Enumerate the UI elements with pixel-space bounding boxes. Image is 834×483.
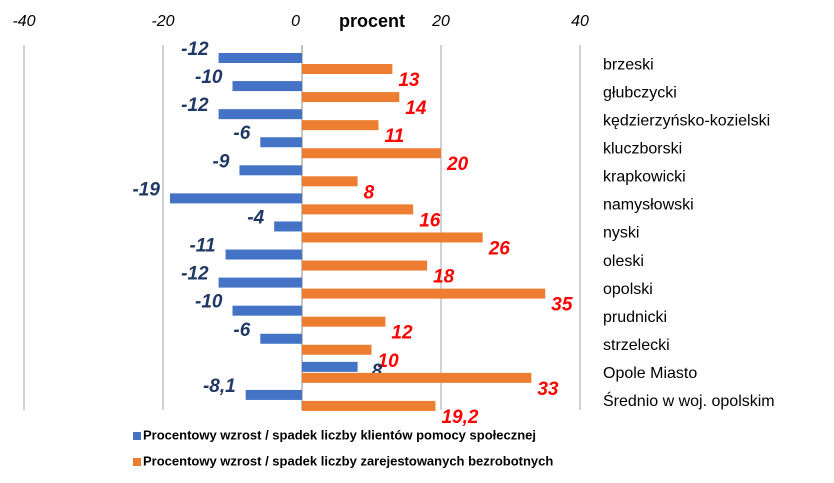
value-label: -10: [195, 67, 223, 88]
value-label: 11: [384, 126, 404, 147]
bar: [260, 333, 302, 344]
legend-label: Procentowy wzrost / spadek liczby zareje…: [143, 453, 553, 468]
value-label: 19,2: [441, 407, 478, 428]
bar: [169, 193, 302, 204]
value-label: 8: [364, 182, 375, 203]
bar: [245, 389, 302, 400]
value-label: 18: [433, 267, 455, 288]
value-label: -19: [132, 179, 160, 200]
value-label: 8: [372, 361, 383, 382]
bar: [218, 277, 302, 288]
bar: [274, 221, 302, 232]
bar: [302, 288, 546, 299]
value-label: 12: [391, 323, 413, 344]
category-label: strzelecki: [603, 337, 670, 354]
category-label: kluczborski: [603, 140, 682, 157]
bar: [239, 165, 302, 176]
value-label: -6: [233, 123, 250, 144]
bar: [302, 232, 483, 243]
x-tick-label: 20: [431, 13, 450, 30]
category-label: brzeski: [603, 56, 654, 73]
value-label: -12: [181, 39, 209, 60]
value-label: 13: [398, 70, 420, 91]
value-label: 14: [405, 98, 427, 119]
bar: [302, 92, 400, 103]
value-label: 26: [488, 238, 511, 259]
bar: [302, 148, 441, 159]
bar: [260, 137, 302, 148]
legend-label: Procentowy wzrost / spadek liczby klient…: [143, 427, 536, 442]
category-label: głubczycki: [603, 84, 677, 101]
category-label: oleski: [603, 253, 644, 270]
category-label: Średnio w woj. opolskim: [603, 391, 775, 410]
category-label: prudnicki: [603, 309, 667, 326]
bar: [225, 249, 302, 260]
bar: [218, 53, 302, 63]
value-label: -8,1: [203, 376, 236, 397]
value-label: -6: [233, 320, 250, 341]
x-tick-label: 0: [291, 13, 300, 30]
bar: [232, 81, 302, 92]
bar: [302, 176, 358, 187]
category-label: namysłowski: [603, 197, 694, 214]
bar: [302, 344, 372, 355]
bar: [302, 316, 386, 327]
category-label: kędzierzyńsko-kozielski: [603, 112, 770, 129]
value-label: -12: [181, 264, 209, 285]
x-axis-label: procent: [339, 11, 405, 31]
x-tick-label: -20: [151, 13, 174, 30]
bar: [302, 372, 532, 383]
value-label: -4: [247, 207, 264, 228]
bar: [302, 400, 436, 411]
value-label: 10: [378, 351, 400, 372]
bar: [302, 204, 414, 215]
value-label: -12: [181, 95, 209, 116]
bar: [302, 260, 428, 271]
value-label: 20: [446, 154, 469, 175]
category-label: opolski: [603, 281, 653, 298]
bar: [218, 109, 302, 120]
bar: [302, 120, 379, 131]
x-tick-label: 40: [571, 13, 589, 30]
legend-swatch: [133, 432, 141, 440]
value-label: -9: [213, 151, 230, 172]
value-label: -10: [195, 292, 223, 313]
value-label: -11: [189, 236, 215, 257]
value-label: 35: [551, 295, 573, 316]
value-label: 33: [537, 379, 559, 400]
x-tick-label: -40: [12, 13, 35, 30]
bar: [302, 361, 358, 372]
category-label: krapkowicki: [603, 169, 686, 186]
category-label: nyski: [603, 225, 639, 242]
bar: [302, 64, 393, 74]
value-label: 16: [419, 210, 441, 231]
bar: [232, 305, 302, 316]
legend-swatch: [133, 458, 141, 466]
category-label: Opole Miasto: [603, 365, 697, 382]
